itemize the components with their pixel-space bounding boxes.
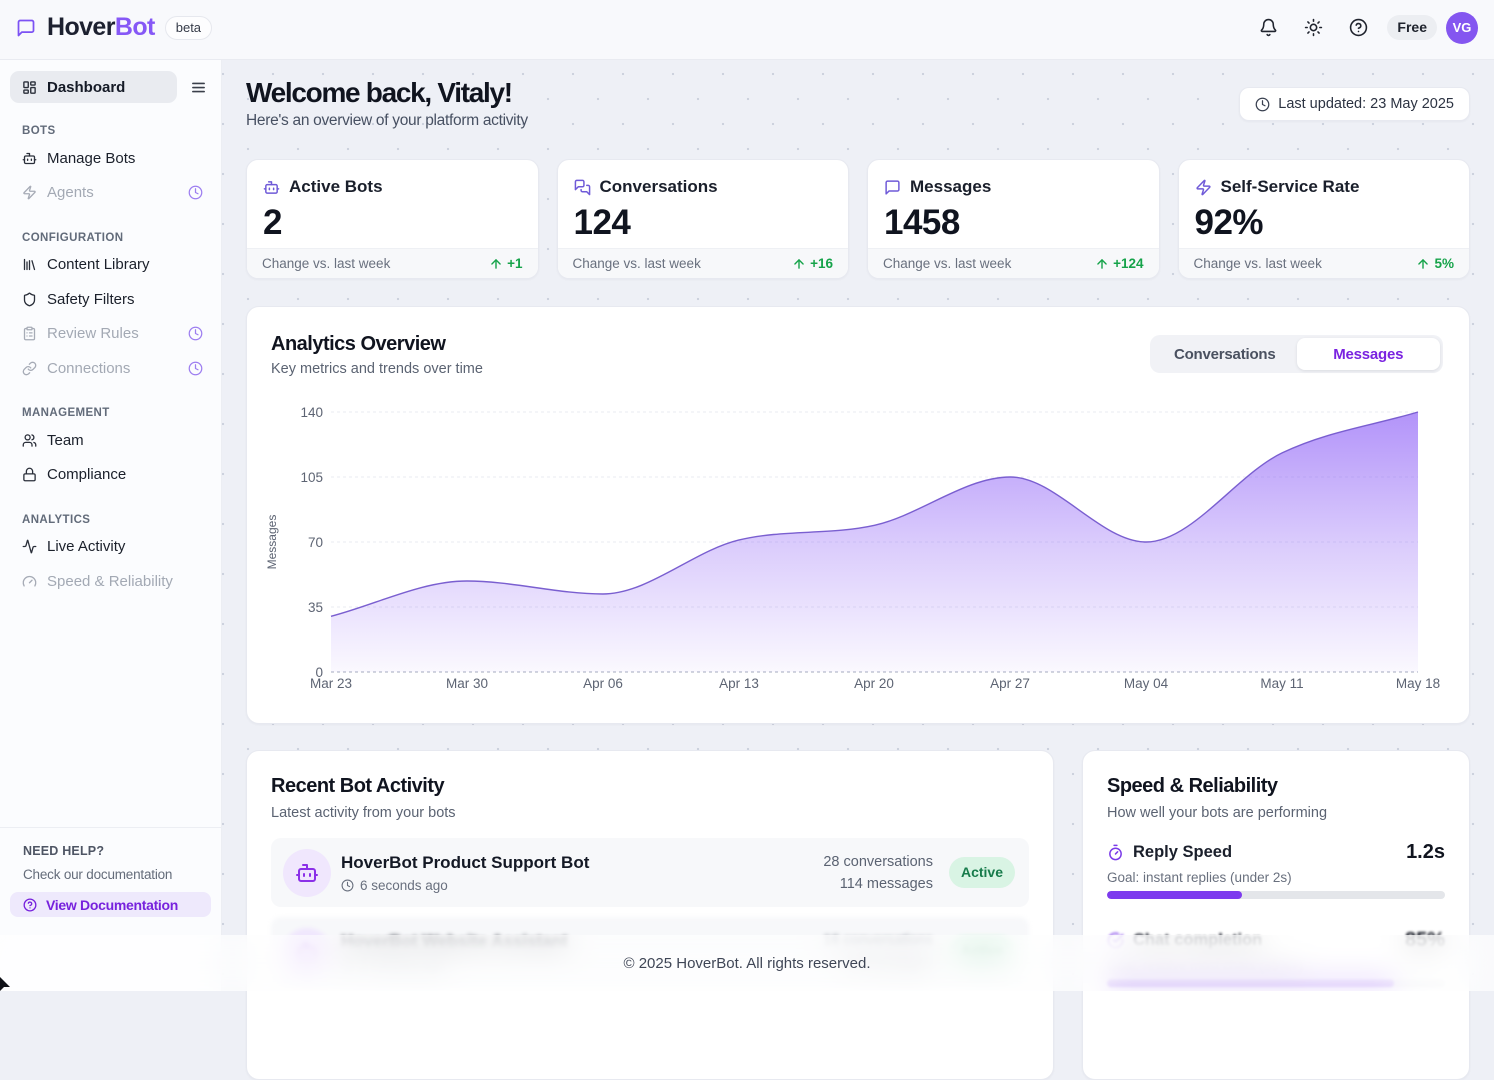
svg-text:Apr 13: Apr 13 [719,676,759,691]
svg-text:Mar 30: Mar 30 [446,676,488,691]
svg-text:Apr 20: Apr 20 [854,676,894,691]
svg-text:Messages: Messages [265,515,279,570]
svg-text:70: 70 [308,535,323,550]
svg-text:0: 0 [315,665,323,680]
svg-text:105: 105 [300,470,323,485]
svg-text:Apr 27: Apr 27 [990,676,1030,691]
svg-text:35: 35 [308,600,323,615]
svg-text:Apr 06: Apr 06 [583,676,623,691]
svg-text:May 04: May 04 [1124,676,1169,691]
svg-text:May 11: May 11 [1260,676,1303,691]
svg-text:Mar 23: Mar 23 [310,676,352,691]
svg-text:May 18: May 18 [1396,676,1440,691]
svg-text:140: 140 [300,405,323,420]
